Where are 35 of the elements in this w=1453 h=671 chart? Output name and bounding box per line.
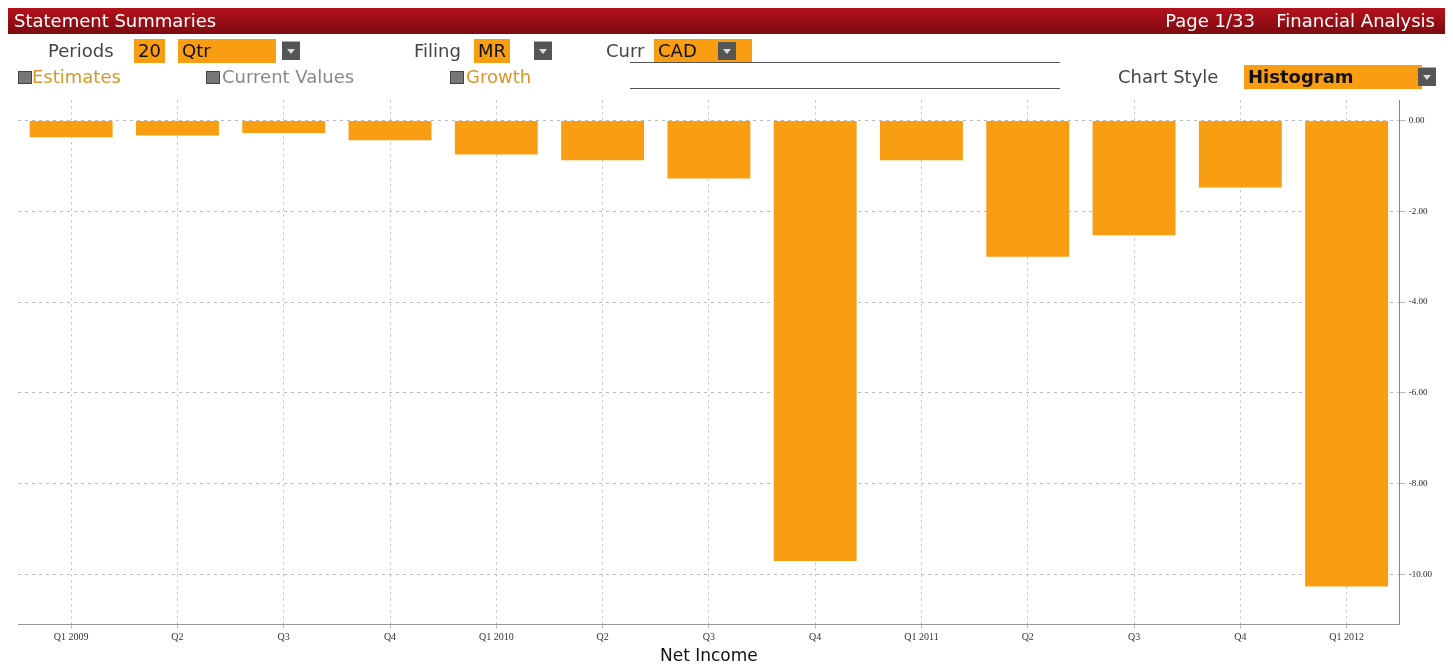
x-tick-label: Q2 bbox=[596, 631, 609, 643]
y-tick-label: -10.00 bbox=[1408, 568, 1433, 579]
x-tick-label: Q3 bbox=[1127, 631, 1141, 643]
text: Histogram bbox=[1244, 65, 1422, 89]
x-tick-label: Q1 2010 bbox=[478, 631, 514, 643]
y-tick-label: -2.00 bbox=[1408, 205, 1428, 216]
text: 20 bbox=[134, 39, 165, 63]
text: Estimates bbox=[32, 65, 121, 89]
y-tick-label: 0.00 bbox=[1408, 114, 1425, 125]
x-tick-label: Q2 bbox=[171, 631, 184, 643]
text: Curr bbox=[606, 39, 645, 63]
text: Periods bbox=[48, 39, 114, 63]
x-tick-label: Q3 bbox=[277, 631, 290, 643]
y-tick-label: -4.00 bbox=[1408, 296, 1428, 307]
text: Qtr bbox=[178, 39, 276, 63]
x-tick-label: Q4 bbox=[1234, 631, 1247, 643]
text: Filing bbox=[414, 39, 461, 63]
text: Growth bbox=[466, 65, 532, 89]
text: Page 1/33 bbox=[1165, 9, 1255, 33]
x-tick-label: Q1 2012 bbox=[1329, 631, 1364, 643]
x-tick-label: Q3 bbox=[702, 631, 715, 643]
y-tick-label: -8.00 bbox=[1408, 478, 1428, 489]
x-tick-label: Q1 2009 bbox=[53, 631, 89, 643]
x-tick-label: Q2 bbox=[1021, 631, 1034, 643]
text: Chart Style bbox=[1118, 65, 1219, 89]
text: MR bbox=[474, 39, 511, 63]
x-axis-title: Net Income bbox=[659, 645, 758, 666]
text: CAD bbox=[654, 39, 752, 63]
text: Current Values bbox=[222, 65, 355, 89]
x-tick-label: Q1 2011 bbox=[904, 631, 939, 643]
chart-title: Statement Summaries bbox=[14, 9, 217, 33]
chart-subtitle: Financial Analysis bbox=[1276, 9, 1435, 33]
y-tick-label: -6.00 bbox=[1408, 387, 1428, 398]
x-tick-label: Q4 bbox=[383, 631, 397, 643]
x-tick-label: Q4 bbox=[809, 631, 822, 643]
